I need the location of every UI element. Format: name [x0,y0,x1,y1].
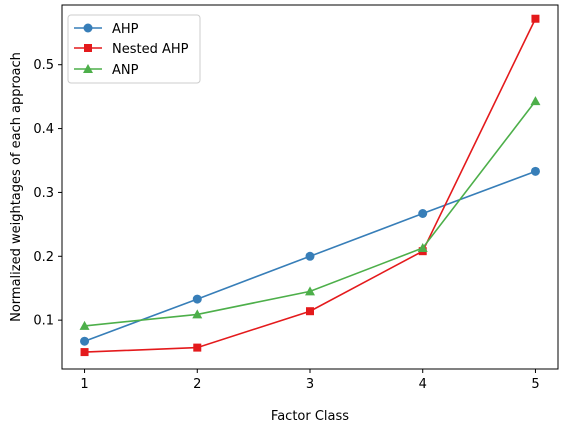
legend: AHP Nested AHP ANP [67,14,201,84]
legend-marker-circle-icon [83,23,93,33]
legend-label-ahp: AHP [112,22,139,37]
data-point-anp [192,309,203,319]
y-tick-label: 0.3 [33,186,54,201]
data-point-anp [530,96,541,106]
data-point-anp [417,242,428,252]
y-tick-label: 0.2 [33,250,54,265]
x-tick-label: 4 [419,377,427,392]
x-tick-label: 1 [80,377,88,392]
legend-entry-anp: ANP [74,63,139,78]
x-tick-label: 5 [531,377,539,392]
series-layer [79,14,541,357]
data-point-ahp [305,251,315,261]
data-point-nested-ahp [80,348,89,357]
data-point-ahp [530,166,540,176]
data-point-anp [79,320,90,330]
y-tick-label: 0.4 [33,122,54,137]
x-tick-label: 2 [193,377,201,392]
legend-marker-triangle-icon [83,64,93,73]
legend-entry-ahp: AHP [74,22,139,37]
legend-label-nested-ahp: Nested AHP [112,42,189,57]
x-axis-title: Factor Class [271,409,349,424]
data-point-nested-ahp [306,307,314,316]
y-tick-label: 0.1 [33,314,54,329]
legend-marker-square-icon [84,44,92,52]
x-axis-ticks: 1 2 3 4 5 [80,369,540,392]
plot-frame [61,4,559,370]
data-point-nested-ahp [193,343,202,352]
data-point-ahp [192,294,202,304]
x-tick-label: 3 [306,377,314,392]
data-point-nested-ahp [531,14,540,23]
y-axis-ticks: 0.1 0.2 0.3 0.4 0.5 [33,58,62,329]
legend-frame [67,14,201,84]
data-point-ahp [418,209,428,219]
data-point-anp [305,286,315,296]
y-tick-label: 0.5 [33,58,54,73]
legend-label-anp: ANP [112,63,139,78]
legend-entry-nested-ahp: Nested AHP [74,42,189,57]
y-axis-title: Normalized weightages of each approach [9,52,24,322]
data-point-ahp [80,336,90,346]
